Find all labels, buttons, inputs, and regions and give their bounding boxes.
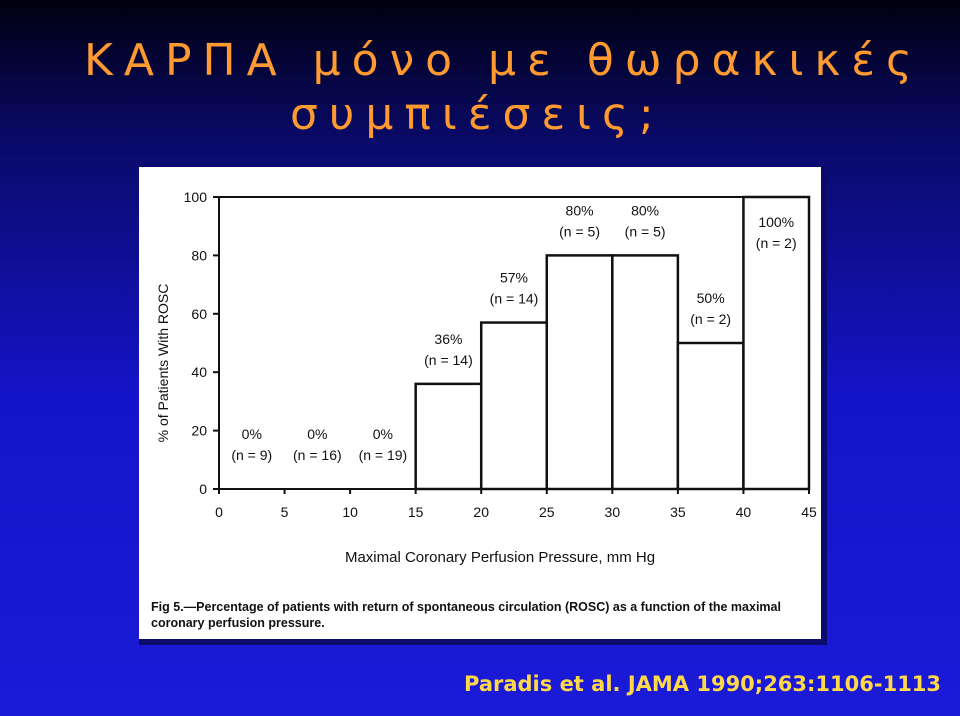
x-tick-label: 15 — [408, 504, 424, 520]
x-tick-label: 25 — [539, 504, 555, 520]
x-tick-label: 35 — [670, 504, 686, 520]
bar-n-label: (n = 2) — [690, 311, 731, 327]
y-tick-label: 40 — [191, 364, 207, 380]
slide-title: ΚΑΡΠΑ μόνο με θωρακικές συμπιέσεις; — [84, 34, 944, 142]
bar-percent-label: 50% — [697, 290, 725, 306]
x-tick-label: 30 — [605, 504, 621, 520]
bar-n-label: (n = 9) — [231, 447, 272, 463]
caption-text: —Percentage of patients with return of s… — [151, 600, 781, 630]
bar-percent-label: 0% — [242, 426, 262, 442]
bar-percent-label: 80% — [631, 202, 659, 218]
slide-title-line-1: ΚΑΡΠΑ μόνο με θωρακικές — [84, 35, 923, 86]
rosc-chart: 0% (n = 9) 0% (n = 16) 0% (n = 19) 36% (n = 14)… — [155, 189, 817, 566]
bar — [414, 382, 483, 491]
x-tick-label: 40 — [736, 504, 752, 520]
x-tick-label: 5 — [281, 504, 289, 520]
bar-percent-label: 57% — [500, 270, 528, 286]
bar-n-label: (n = 16) — [293, 447, 342, 463]
bar-percent-label: 0% — [307, 426, 327, 442]
y-tick-label: 100 — [184, 189, 208, 205]
x-tick-label: 20 — [473, 504, 489, 520]
bar — [611, 254, 680, 491]
bar — [676, 341, 745, 491]
bar-n-label: (n = 2) — [756, 235, 797, 251]
y-axis-label: % of Patients With ROSC — [155, 284, 171, 443]
slide-title-line-2: συμπιέσεις; — [290, 89, 665, 140]
bar-percent-label: 80% — [566, 202, 594, 218]
bar-n-label: (n = 14) — [490, 291, 539, 307]
bar — [545, 254, 614, 491]
bar — [742, 195, 811, 491]
x-tick-label: 10 — [342, 504, 358, 520]
y-tick-label: 20 — [191, 423, 207, 439]
bar-n-label: (n = 5) — [559, 223, 600, 239]
bar — [479, 321, 549, 491]
figure-caption: Fig 5.—Percentage of patients with retur… — [151, 599, 817, 631]
y-tick-label: 0 — [199, 481, 207, 497]
bar-n-label: (n = 5) — [625, 223, 666, 239]
bar-n-label: (n = 14) — [424, 352, 473, 368]
caption-label: Fig 5. — [151, 600, 184, 614]
bar-percent-label: 0% — [373, 426, 393, 442]
citation: Paradis et al. JAMA 1990;263:1106-1113 — [464, 672, 942, 696]
x-tick-label: 0 — [215, 504, 223, 520]
bar-n-label: (n = 19) — [359, 447, 408, 463]
x-axis-label: Maximal Coronary Perfusion Pressure, mm … — [345, 549, 655, 566]
bar-percent-label: 36% — [434, 331, 462, 347]
y-tick-label: 80 — [191, 247, 207, 263]
x-tick-label: 45 — [801, 504, 817, 520]
figure-panel: 0% (n = 9) 0% (n = 16) 0% (n = 19) 36% (n = 14)… — [139, 167, 827, 645]
y-tick-label: 60 — [191, 306, 207, 322]
bar-percent-label: 100% — [758, 214, 794, 230]
